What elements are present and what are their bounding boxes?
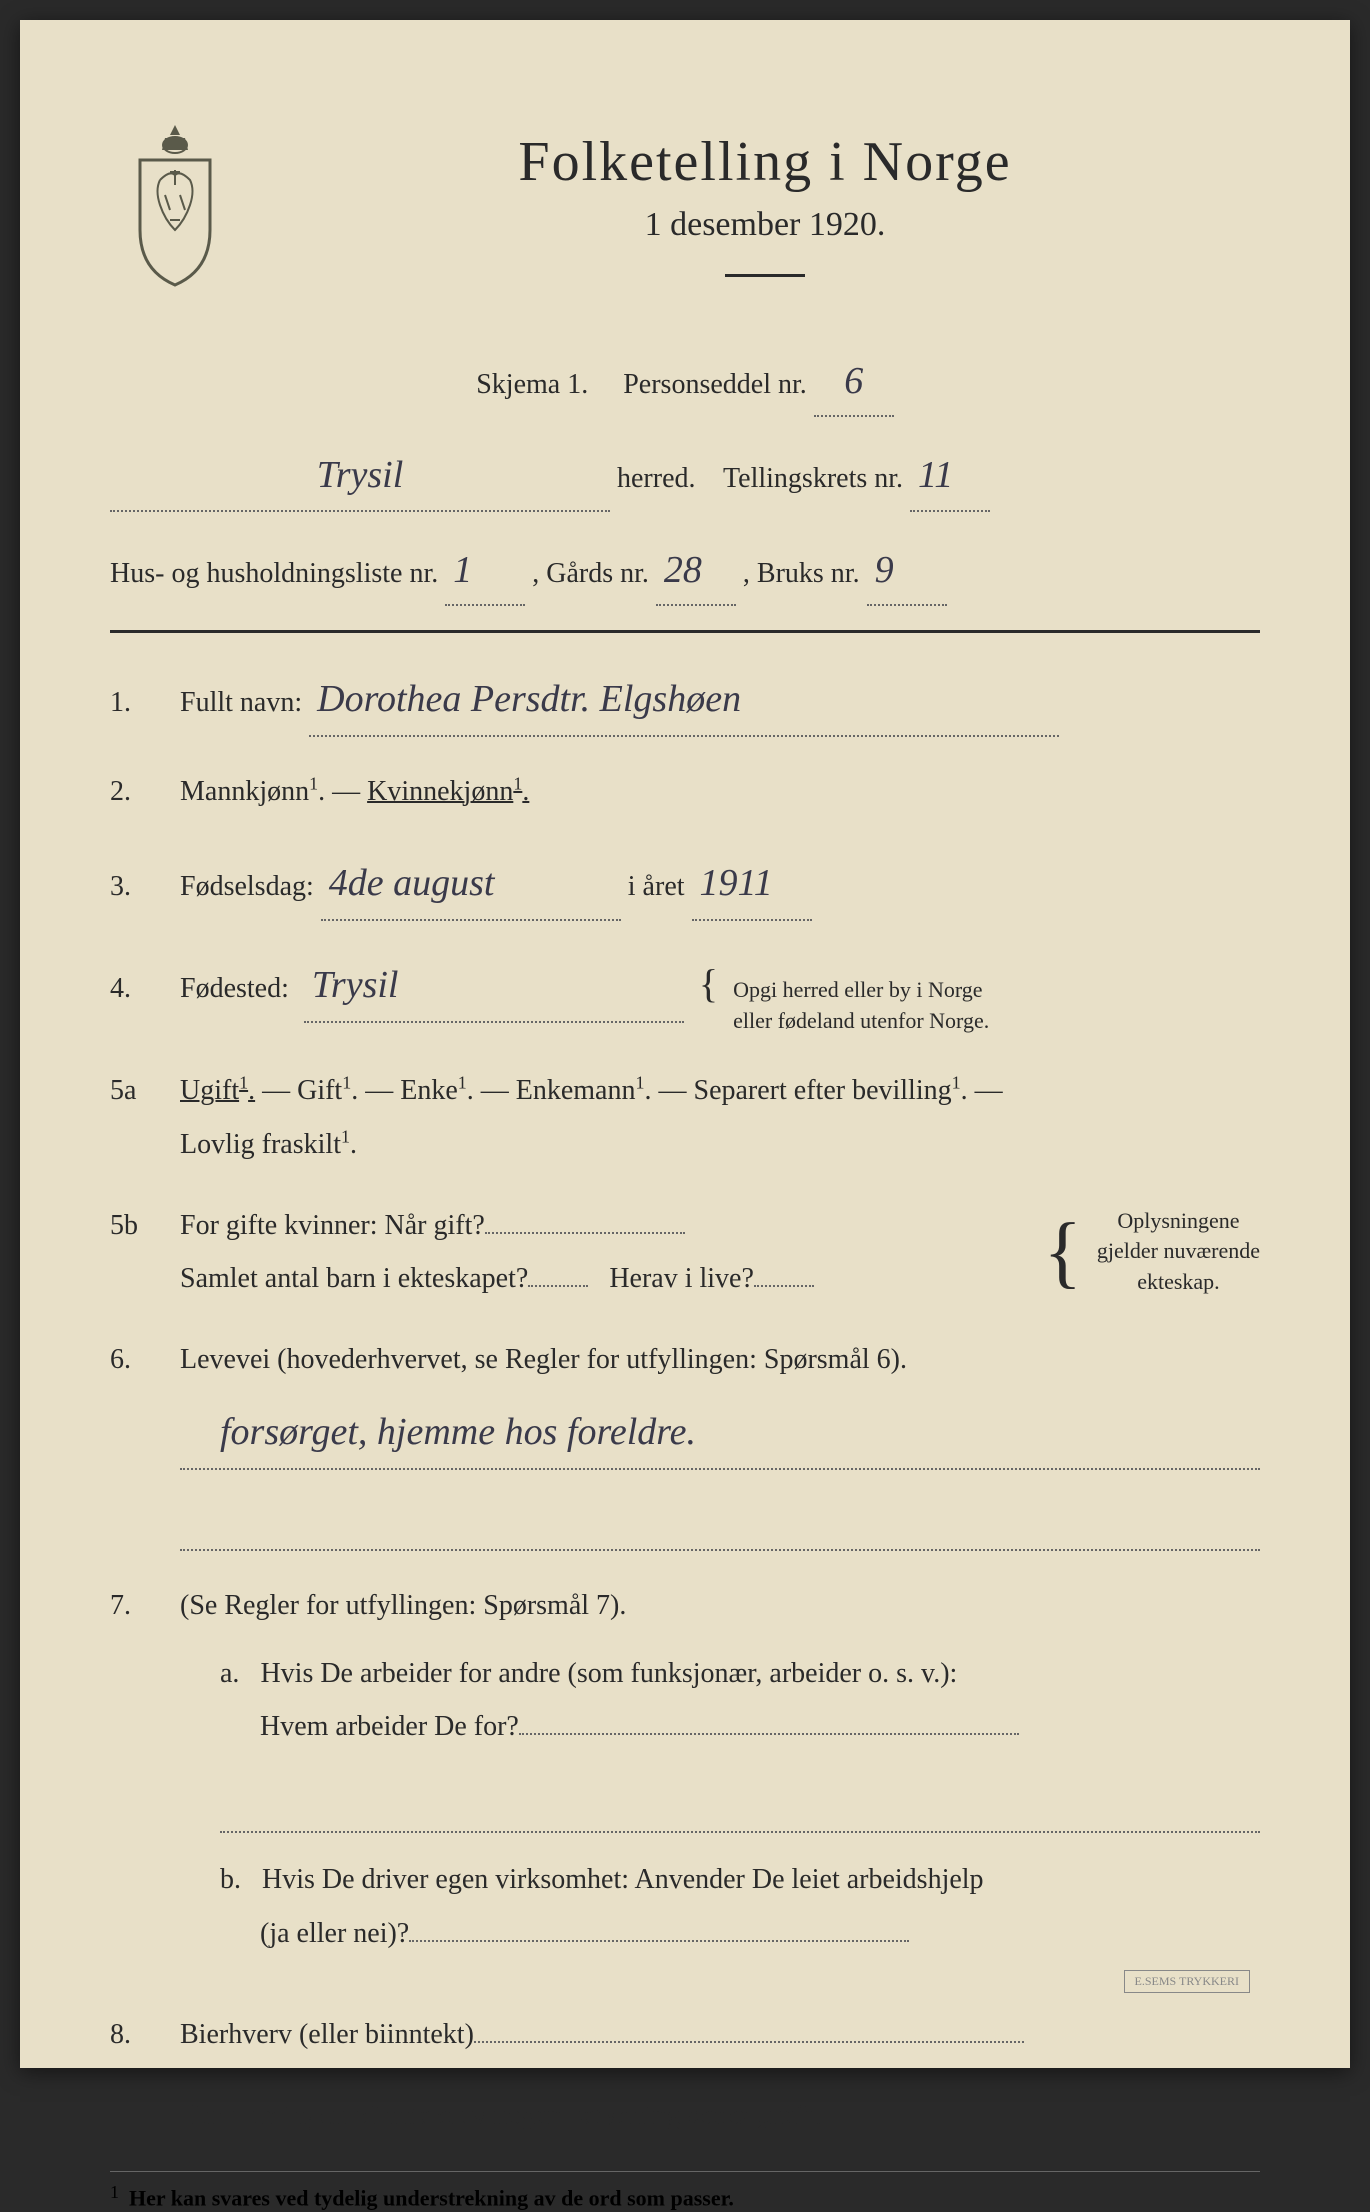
herred-value: Trysil bbox=[317, 454, 404, 496]
q2-mann: Mannkjønn bbox=[180, 776, 309, 807]
census-form-page: Folketelling i Norge 1 desember 1920. Sk… bbox=[20, 20, 1350, 2068]
header: Folketelling i Norge 1 desember 1920. bbox=[110, 120, 1260, 307]
q7b-num: b. bbox=[220, 1864, 241, 1895]
q6-num: 6. bbox=[110, 1333, 160, 1386]
bruks-nr: 9 bbox=[875, 549, 894, 591]
q5b-note: Oplysningene gjelder nuværende ekteskap. bbox=[1097, 1206, 1260, 1298]
q8: 8. Bierhverv (eller biinntekt) bbox=[110, 2008, 1260, 2061]
q6-label: Levevei (hovederhvervet, se Regler for u… bbox=[180, 1344, 907, 1375]
q1-value: Dorothea Persdtr. Elgshøen bbox=[317, 678, 741, 720]
personseddel-label: Personseddel nr. bbox=[623, 369, 807, 400]
main-title: Folketelling i Norge bbox=[270, 130, 1260, 194]
q3-year: 1911 bbox=[700, 862, 773, 904]
q2-kvinne: Kvinnekjønn bbox=[367, 776, 513, 807]
q7: 7. (Se Regler for utfyllingen: Spørsmål … bbox=[110, 1579, 1260, 1980]
q1-label: Fullt navn: bbox=[180, 687, 302, 718]
q3-label: Fødselsdag: bbox=[180, 871, 314, 902]
subtitle-date: 1 desember 1920. bbox=[270, 206, 1260, 244]
curly-bracket-icon: { bbox=[1043, 1228, 1081, 1276]
q5a-num: 5a bbox=[110, 1064, 160, 1117]
q4-note: Opgi herred eller by i Norge eller fødel… bbox=[733, 975, 989, 1037]
q7b-sub: (ja eller nei)? bbox=[220, 1918, 409, 1949]
herred-line: Trysil herred. Tellingskrets nr. 11 bbox=[110, 441, 1260, 511]
q4-num: 4. bbox=[110, 962, 160, 1015]
q7-label: (Se Regler for utfyllingen: Spørsmål 7). bbox=[180, 1590, 626, 1621]
divider bbox=[725, 274, 805, 277]
q3: 3. Fødselsdag: 4de august i året 1911 bbox=[110, 847, 1260, 921]
q5a-enkemann: Enkemann bbox=[516, 1075, 636, 1106]
q5a-ugift: Ugift bbox=[180, 1075, 239, 1106]
tellingskrets-label: Tellingskrets nr. bbox=[723, 463, 903, 494]
q3-num: 3. bbox=[110, 860, 160, 913]
skjema-label: Skjema 1. bbox=[476, 369, 588, 400]
q7a-num: a. bbox=[220, 1658, 239, 1689]
q5a: 5a Ugift1. — Gift1. — Enke1. — Enkemann1… bbox=[110, 1064, 1260, 1170]
printer-stamp: E.SEMS TRYKKERI bbox=[1124, 1970, 1250, 1993]
q7b-label: Hvis De driver egen virksomhet: Anvender… bbox=[262, 1864, 984, 1895]
bruks-label: , Bruks nr. bbox=[743, 558, 860, 589]
gards-label: , Gårds nr. bbox=[532, 558, 649, 589]
q3-year-label: i året bbox=[628, 871, 685, 902]
husliste-line: Hus- og husholdningsliste nr. 1 , Gårds … bbox=[110, 536, 1260, 606]
q5a-enke: Enke bbox=[400, 1075, 458, 1106]
q7-num: 7. bbox=[110, 1579, 160, 1632]
gards-nr: 28 bbox=[664, 549, 702, 591]
norwegian-crest-icon bbox=[110, 120, 240, 290]
footnote: 1 Her kan svares ved tydelig understrekn… bbox=[110, 2171, 1260, 2212]
footnote-text: Her kan svares ved tydelig understreknin… bbox=[129, 2186, 734, 2211]
footer-note: Har man ingen biinntekt av nogen betydni… bbox=[110, 2091, 1260, 2141]
herred-label: herred. bbox=[617, 463, 696, 494]
q1: 1. Fullt navn: Dorothea Persdtr. Elgshøe… bbox=[110, 663, 1260, 737]
q5a-separert: Separert efter bevilling bbox=[694, 1075, 952, 1106]
q3-day: 4de august bbox=[329, 862, 495, 904]
husliste-label: Hus- og husholdningsliste nr. bbox=[110, 558, 438, 589]
q5b-label2: Samlet antal barn i ekteskapet? bbox=[180, 1263, 528, 1294]
q5b-label1: For gifte kvinner: Når gift? bbox=[180, 1210, 485, 1241]
q4-label: Fødested: bbox=[180, 962, 289, 1015]
q2: 2. Mannkjønn1. — Kvinnekjønn1. bbox=[110, 765, 1260, 818]
bracket-icon: { bbox=[699, 974, 718, 994]
q4-value: Trysil bbox=[312, 964, 399, 1006]
husliste-nr: 1 bbox=[453, 549, 472, 591]
q5a-lovlig: Lovlig fraskilt bbox=[180, 1129, 341, 1160]
q7a-label: Hvis De arbeider for andre (som funksjon… bbox=[260, 1658, 957, 1689]
q8-label: Bierhverv (eller biinntekt) bbox=[180, 2019, 474, 2050]
q5b-label3: Herav i live? bbox=[609, 1263, 754, 1294]
q5b: 5b For gifte kvinner: Når gift? Samlet a… bbox=[110, 1199, 1260, 1305]
q5b-num: 5b bbox=[110, 1199, 160, 1252]
divider-thick bbox=[110, 630, 1260, 633]
title-area: Folketelling i Norge 1 desember 1920. bbox=[270, 120, 1260, 307]
q6-value: forsørget, hjemme hos foreldre. bbox=[220, 1411, 696, 1453]
q6: 6. Levevei (hovederhvervet, se Regler fo… bbox=[110, 1333, 1260, 1551]
tellingskrets-nr: 11 bbox=[918, 454, 953, 496]
q8-num: 8. bbox=[110, 2008, 160, 2061]
skjema-line: Skjema 1. Personseddel nr. 6 bbox=[110, 347, 1260, 417]
q7a-sub: Hvem arbeider De for? bbox=[220, 1711, 519, 1742]
q4: 4. Fødested: Trysil { Opgi herred eller … bbox=[110, 949, 1260, 1037]
personseddel-nr: 6 bbox=[844, 360, 863, 402]
q1-num: 1. bbox=[110, 676, 160, 729]
q5a-gift: Gift bbox=[297, 1075, 342, 1106]
q2-num: 2. bbox=[110, 765, 160, 818]
